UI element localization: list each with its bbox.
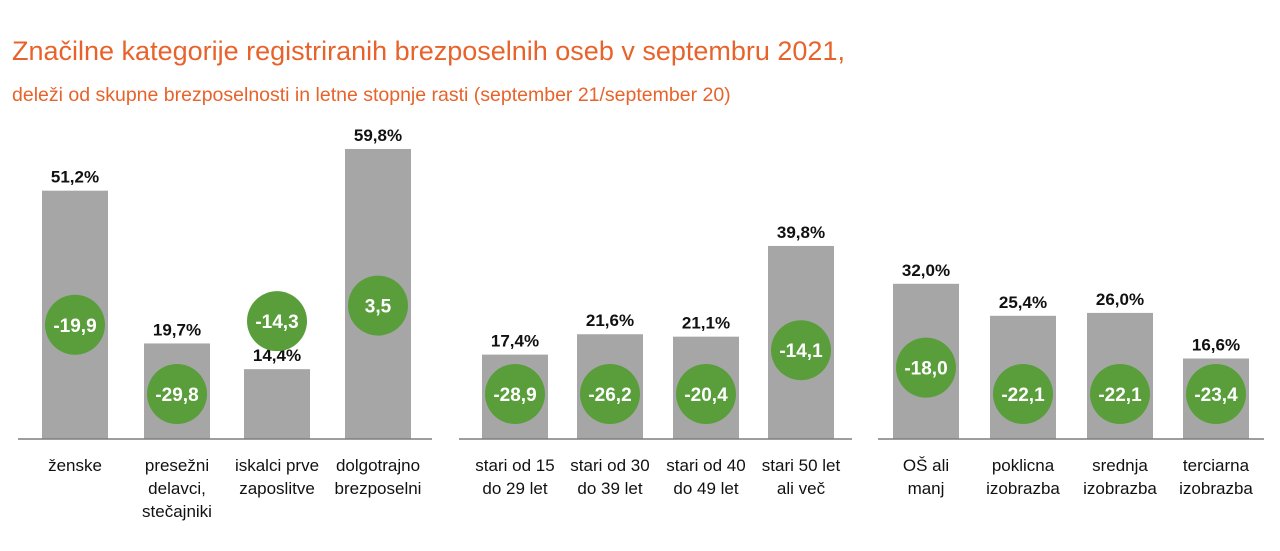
category-label: dolgotrajno [336, 456, 420, 475]
category-label: ali več [777, 479, 826, 498]
category-label: stari od 40 [666, 456, 745, 475]
value-label: 16,6% [1192, 335, 1240, 354]
growth-bubble [1186, 364, 1246, 424]
category-label: do 39 let [577, 479, 642, 498]
category-label: manj [908, 479, 945, 498]
growth-bubble [147, 364, 207, 424]
growth-bubble [45, 294, 105, 355]
growth-label: 3,5 [365, 297, 392, 318]
growth-bubble [771, 320, 831, 381]
category-label: do 49 let [673, 479, 738, 498]
growth-bubble [1090, 364, 1150, 424]
category-label: izobrazba [986, 479, 1060, 498]
category-label: stari 50 let [762, 456, 841, 475]
category-label: stari od 15 [475, 456, 554, 475]
category-label: stari od 30 [570, 456, 649, 475]
category-label: delavci, [148, 479, 206, 498]
growth-label: -22,1 [1098, 385, 1142, 406]
value-label: 25,4% [999, 293, 1047, 312]
growth-label: -29,8 [155, 385, 198, 406]
chart-title: Značilne kategorije registriranih brezpo… [12, 36, 845, 66]
category-label: zaposlitve [239, 479, 315, 498]
growth-label: -19,9 [53, 316, 96, 337]
growth-label: -28,9 [493, 385, 536, 406]
category-label: presežni [145, 456, 209, 475]
growth-bubble [247, 291, 307, 352]
value-label: 17,4% [491, 332, 539, 351]
value-label: 59,8% [354, 126, 402, 145]
value-label: 21,6% [586, 311, 634, 330]
growth-bubble [993, 364, 1053, 424]
category-label: terciarna [1183, 456, 1250, 475]
category-label: izobrazba [1179, 479, 1253, 498]
category-label: srednja [1092, 456, 1148, 475]
growth-label: -26,2 [588, 385, 631, 406]
category-label: poklicna [992, 456, 1055, 475]
growth-label: -22,1 [1001, 385, 1045, 406]
bar [244, 369, 310, 439]
value-label: 32,0% [902, 261, 950, 280]
growth-label: -23,4 [1194, 385, 1238, 406]
category-label: izobrazba [1083, 479, 1157, 498]
growth-bubble [896, 337, 956, 398]
value-label: 14,4% [253, 346, 301, 365]
growth-label: -14,3 [255, 312, 298, 333]
value-label: 26,0% [1096, 290, 1144, 309]
value-label: 19,7% [153, 320, 201, 339]
category-label: OŠ ali [903, 456, 949, 475]
value-label: 39,8% [777, 223, 825, 242]
category-label: brezposelni [335, 479, 422, 498]
growth-label: -14,1 [779, 341, 823, 362]
growth-bubble [348, 275, 408, 336]
value-label: 21,1% [682, 314, 730, 333]
category-label: ženske [48, 456, 102, 475]
growth-label: -20,4 [684, 385, 728, 406]
category-label: stečajniki [142, 502, 212, 521]
chart-subtitle: deleži od skupne brezposelnosti in letne… [12, 84, 731, 106]
value-label: 51,2% [51, 168, 99, 187]
category-label: iskalci prve [235, 456, 319, 475]
category-label: do 29 let [482, 479, 547, 498]
growth-bubble [485, 364, 545, 424]
growth-bubble [580, 364, 640, 424]
growth-bubble [676, 364, 736, 424]
growth-label: -18,0 [904, 359, 947, 380]
